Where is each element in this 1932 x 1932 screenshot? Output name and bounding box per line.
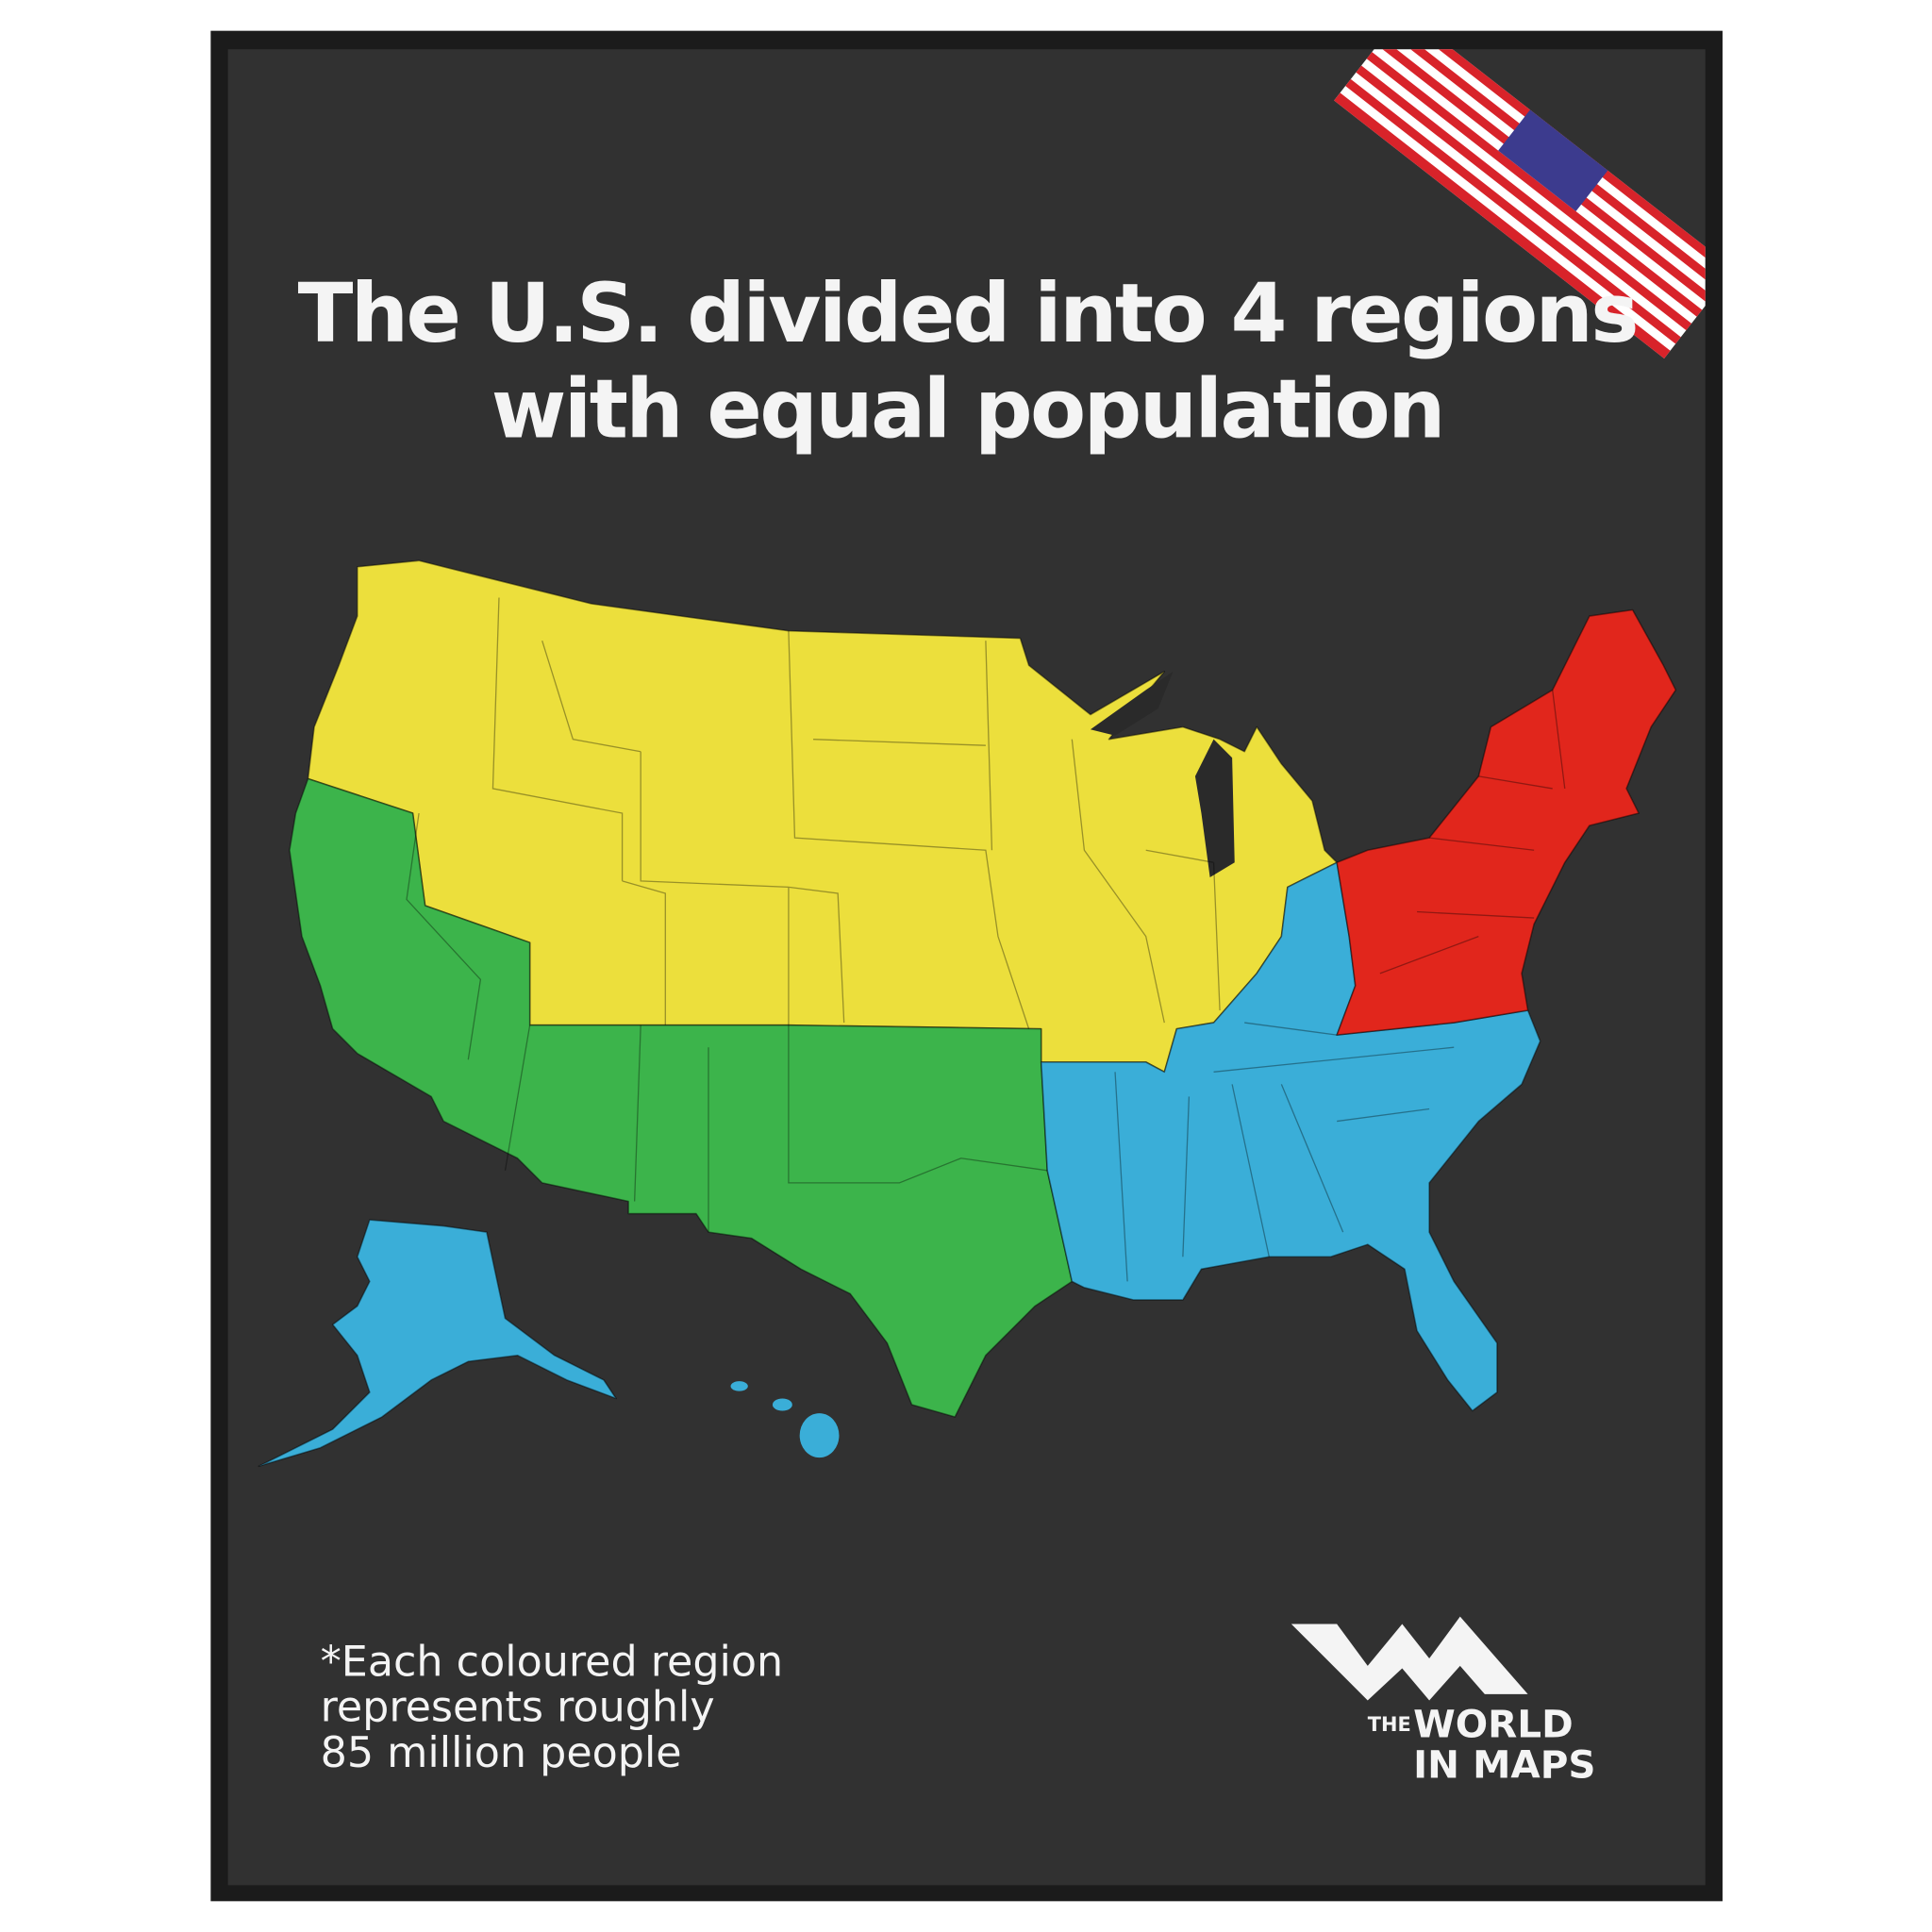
map xyxy=(258,559,1677,1468)
northeast-region xyxy=(1336,608,1677,1036)
flag-stripe xyxy=(1366,52,1703,317)
note-line: represents roughly xyxy=(321,1684,715,1732)
logo-small: THE xyxy=(1368,1713,1411,1736)
title-line: with equal population xyxy=(491,363,1443,458)
logo-text: IN MAPS xyxy=(1413,1742,1595,1788)
note-line: *Each coloured region xyxy=(321,1638,784,1686)
logo-mark xyxy=(1291,1616,1528,1701)
flag-canton xyxy=(1498,109,1608,211)
hawaii xyxy=(772,1398,792,1411)
title-line: The U.S. divided into 4 regions xyxy=(298,267,1637,361)
alaska xyxy=(258,1219,617,1468)
lake-michigan xyxy=(1194,739,1235,877)
logo: THE WORLD IN MAPS xyxy=(1291,1616,1596,1788)
hawaii xyxy=(799,1413,840,1458)
flag-stripe xyxy=(1356,65,1692,331)
state-border xyxy=(491,597,1221,1029)
note-line: 85 million people xyxy=(321,1729,682,1777)
flag-stripe xyxy=(1334,92,1671,358)
state-border xyxy=(1379,690,1566,974)
state-border xyxy=(406,812,1048,1233)
southeast-region xyxy=(1040,861,1541,1412)
lake-superior xyxy=(1090,671,1174,736)
flag-stripe xyxy=(1345,78,1681,344)
state-borders xyxy=(406,597,1566,1282)
southwest-region xyxy=(289,777,1074,1418)
flag xyxy=(1334,49,1706,358)
logo-text: WORLD xyxy=(1413,1702,1574,1747)
state-border xyxy=(1114,1022,1455,1282)
hawaii xyxy=(730,1381,748,1391)
